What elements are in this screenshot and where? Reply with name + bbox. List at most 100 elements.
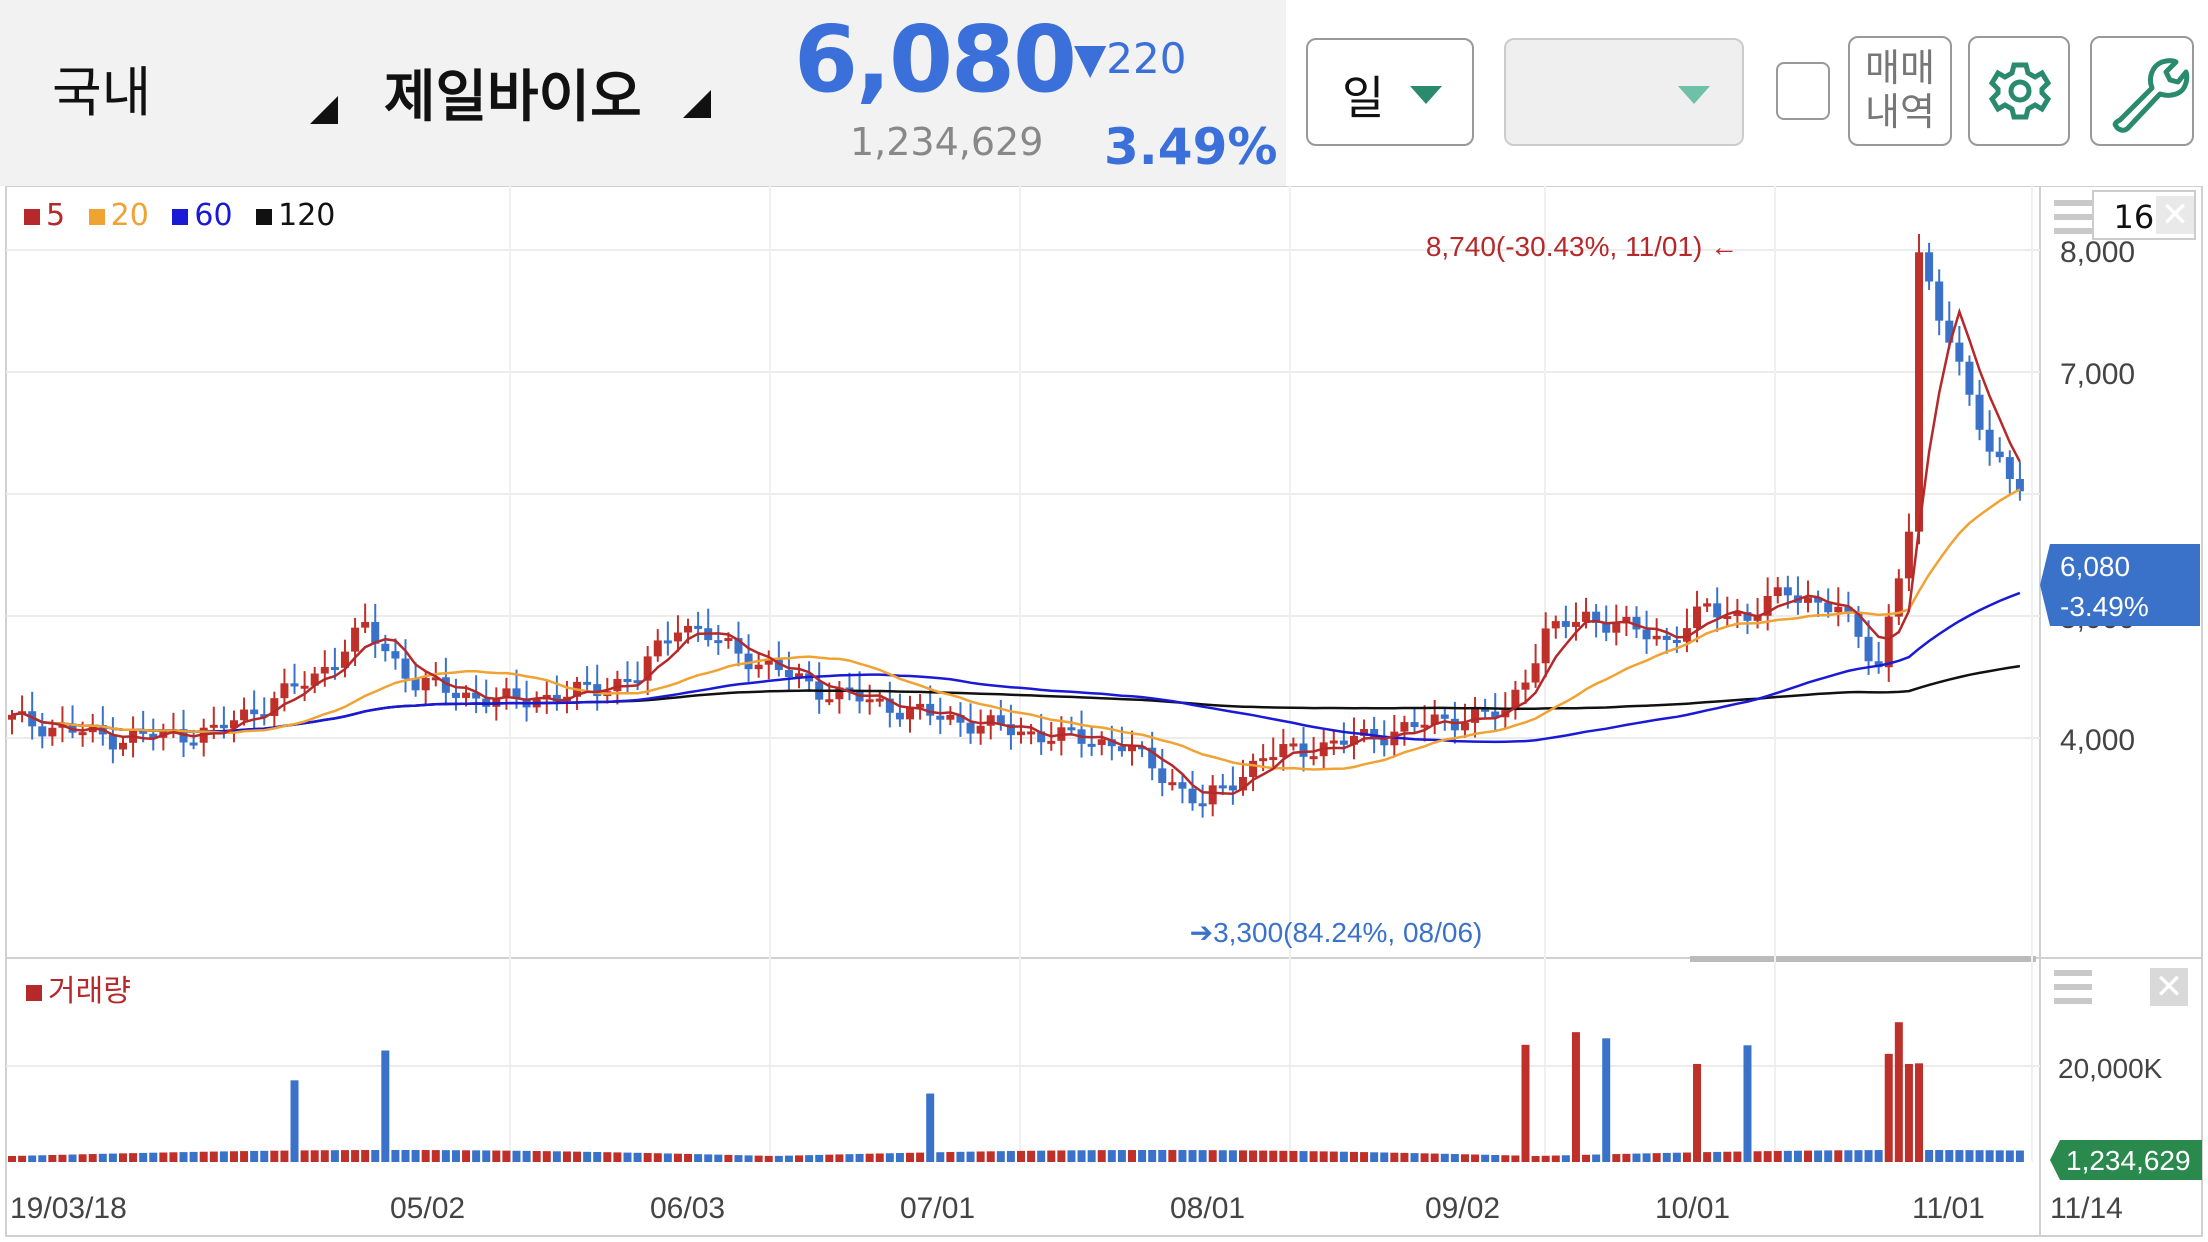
candle-body [784,670,793,678]
volume-bar [260,1150,269,1162]
volume-bar [1904,1063,1913,1162]
price-chart[interactable]: 8,0007,0005,0004,00019/03/1805/0206/0307… [0,186,2208,1242]
candle-body [1652,635,1661,640]
volume-badge-value: 1,234,629 [2066,1145,2191,1176]
volume-bar [1935,1150,1944,1162]
candle-body [381,643,390,652]
candle-body [906,707,915,720]
candle-body [1238,776,1247,791]
price-pane-menu-icon[interactable] [2054,200,2092,234]
count-close-icon[interactable]: ✕ [2156,196,2194,234]
volume-bar [371,1150,380,1162]
tools-button[interactable] [2090,36,2194,146]
period-select[interactable]: 일 [1306,38,1474,146]
candle-body [1985,429,1994,452]
volume-bar [976,1151,985,1162]
volume-bar [1783,1150,1792,1162]
candle-body [1733,612,1742,617]
volume-bar [714,1154,723,1162]
candle-body [1864,636,1873,662]
ma60-line [11,591,2021,744]
candle-body [1127,746,1136,752]
candle-body [1400,722,1409,732]
volume-bar [1289,1150,1298,1162]
volume-bar [401,1150,410,1162]
volume-bar [906,1152,915,1162]
volume-bar [1965,1150,1974,1162]
candle-body [623,678,632,682]
price-badge-pct: -3.49% [2060,591,2149,622]
volume-bar [2015,1150,2024,1162]
candle-body [1450,718,1459,731]
chart-type-select[interactable] [1504,38,1744,146]
volume-bar [1945,1150,1954,1162]
volume-bar [1168,1150,1177,1162]
volume-bar [300,1150,309,1162]
trade-history-button[interactable]: 매매 내역 [1848,36,1952,146]
volume-bar [1198,1150,1207,1162]
candle-body [1602,622,1611,633]
volume-bar [1561,1155,1570,1162]
volume-bar [1127,1150,1136,1162]
volume-bar [542,1151,551,1162]
volume-bar [1228,1150,1237,1162]
market-selector[interactable]: 국내 [52,61,152,124]
volume-close-icon[interactable]: ✕ [2150,968,2188,1006]
candle-body [583,681,592,685]
volume-bar [956,1151,965,1162]
volume-bar [1380,1152,1389,1162]
candle-body [875,698,884,702]
ma60-swatch [172,208,189,225]
candle-body [361,621,370,628]
overlay-checkbox[interactable] [1776,62,1830,120]
market-dropdown-icon[interactable] [310,96,338,124]
candle-body [1743,612,1752,621]
volume-bar [1238,1150,1247,1162]
volume-bar [129,1153,138,1162]
volume-bar [149,1152,158,1162]
candle-body [209,724,218,728]
volume-bar [1501,1155,1510,1162]
volume-bar [48,1155,57,1162]
candle-body [1208,785,1217,805]
volume-bar [1269,1150,1278,1162]
candle-body [1571,621,1580,627]
volume-swatch [26,984,42,1001]
candle-body [391,651,400,659]
time-tick-label: 10/01 [1655,1192,1730,1225]
candle-body [1995,451,2004,458]
candle-body [1289,743,1298,747]
time-tick-label: 11/14 [2050,1192,2123,1225]
candle-body [966,722,975,734]
settings-button[interactable] [1968,36,2070,146]
candle-body [1339,740,1348,745]
volume-bar [663,1153,672,1162]
volume-pane-menu-icon[interactable] [2054,970,2092,1004]
volume-bar [18,1155,27,1162]
candle-body [330,667,339,671]
candle-body [986,715,995,726]
candle-body [1894,578,1903,617]
volume-bar [1642,1153,1651,1162]
volume-bar [1662,1152,1671,1162]
candle-body [633,680,642,684]
volume-bar [613,1152,622,1162]
volume-bar [1652,1153,1661,1162]
candle-body [1582,611,1591,622]
stock-name-selector[interactable]: 제일바이오 [384,65,642,130]
volume-bar [1713,1151,1722,1162]
volume-bar [1037,1150,1046,1162]
volume-bar [926,1093,935,1162]
volume-legend-label: 거래량 [48,974,131,1009]
volume-bar [1218,1150,1227,1162]
volume-bar [1925,1150,1934,1162]
volume-bar [946,1152,955,1162]
candle-body [956,714,965,723]
candle-body [1884,616,1893,668]
stock-dropdown-icon[interactable] [683,90,711,118]
candle-body [1844,606,1853,612]
candle-body [865,699,874,703]
volume-bar [835,1154,844,1162]
volume-bar [1622,1153,1631,1162]
current-price: 6,080 [794,6,1077,113]
